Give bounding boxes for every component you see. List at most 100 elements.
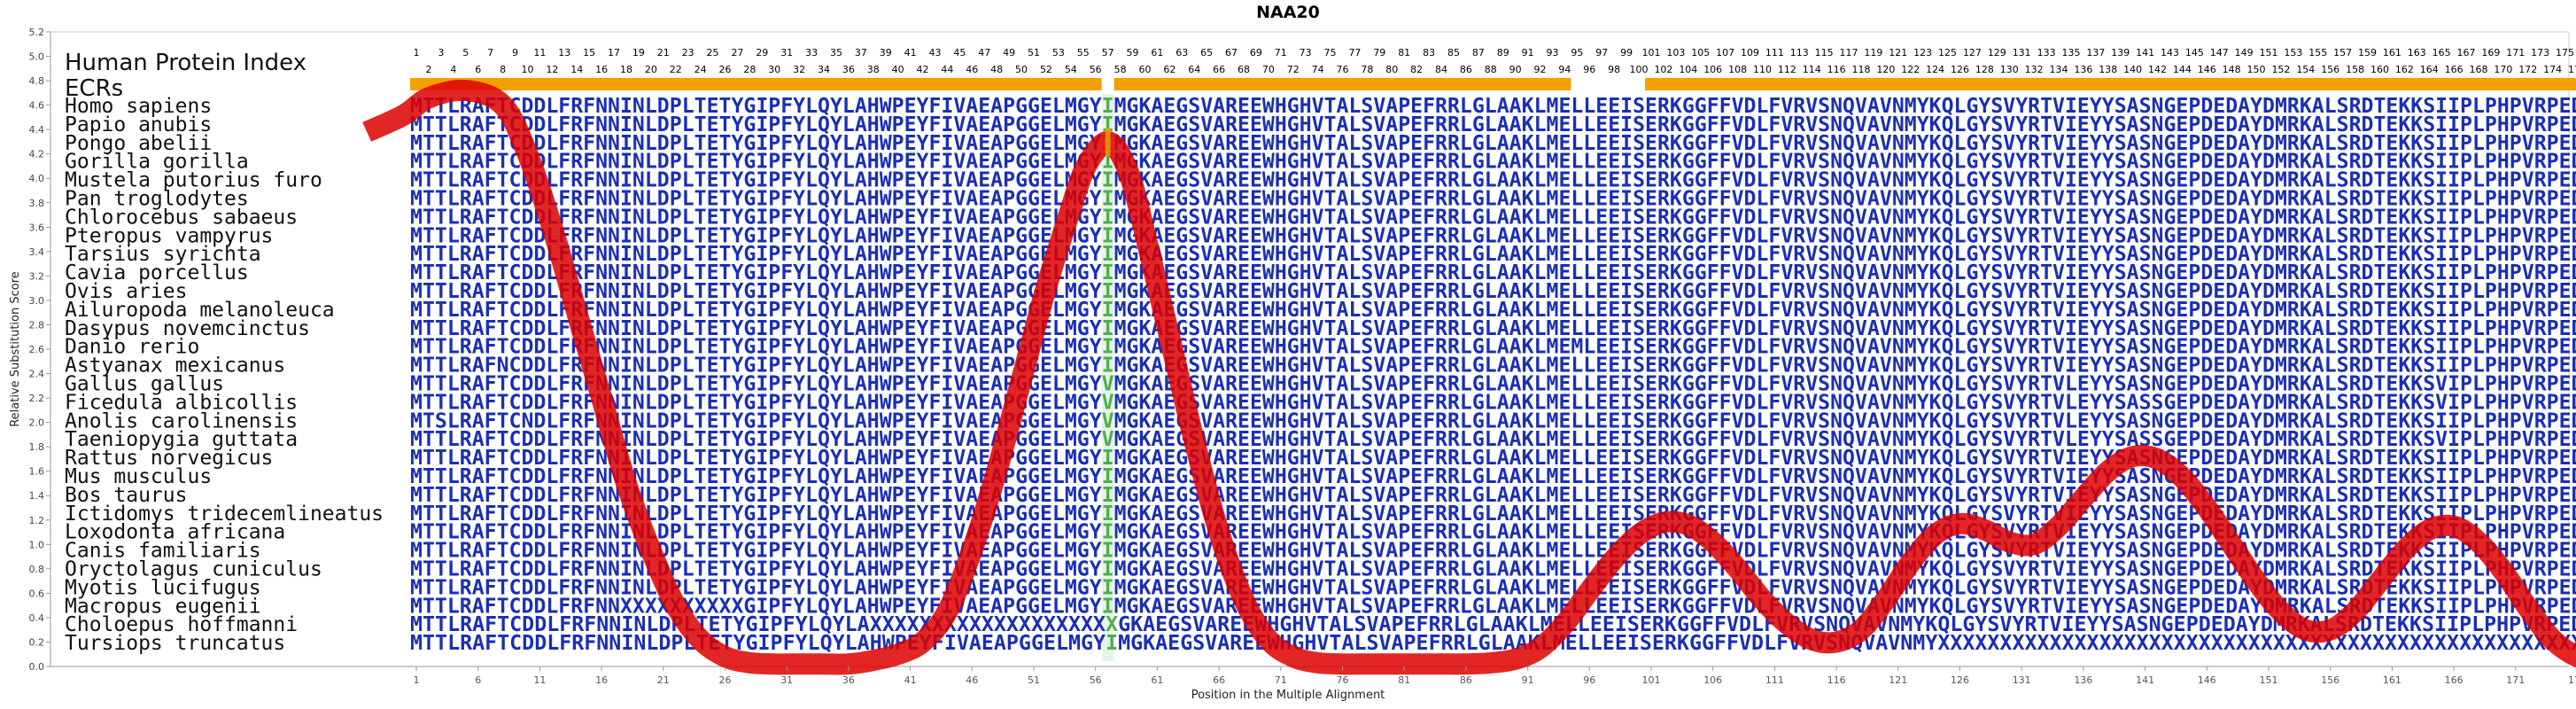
x-tick-label: 151: [2260, 674, 2278, 686]
protein-index-number: 109: [1741, 47, 1759, 58]
protein-index-number: 19: [632, 47, 645, 58]
y-tick-label: 0.6: [29, 588, 45, 599]
sequence-segment: MGKAEGSVAREEWHGHVTALSVAPEFRRLGLAAKLMELLE…: [1114, 243, 2576, 266]
protein-index-number: 85: [1447, 47, 1460, 58]
sequence-segment: MTTLRAFTCDDLFRFNNINLDPLTETYGIPFYLQYLAHWP…: [410, 95, 1102, 118]
protein-index-number: 86: [1460, 64, 1472, 75]
human-protein-index-label: Human Protein Index: [65, 50, 306, 76]
species-name: Pteropus vampyrus: [65, 224, 273, 247]
alignment-sequence: MTTLRAFTCDDLFRFNNINLDPLTETYGIPFYLQYLAHWP…: [410, 299, 2576, 322]
species-name: Ovis aries: [65, 280, 187, 303]
protein-index-number: 150: [2247, 64, 2266, 75]
x-tick-label: 26: [719, 674, 732, 686]
protein-index-number: 126: [1951, 64, 1969, 75]
protein-index-number: 98: [1608, 64, 1620, 75]
protein-index-number: 148: [2223, 64, 2241, 75]
protein-index-number: 66: [1213, 64, 1225, 75]
y-tick-label: 0.4: [29, 612, 45, 624]
x-tick-label: 51: [1028, 674, 1040, 686]
ecrs-label: ECRs: [65, 75, 123, 102]
sequence-segment: MTTLRAFTCDDLFRFNNXXXXXXXXXXGIPFYLQYLAHWP…: [410, 595, 1102, 618]
x-tick-label: 161: [2383, 674, 2401, 686]
protein-index-number: 41: [904, 47, 917, 58]
protein-index-number: 125: [1938, 47, 1957, 58]
protein-index-number: 36: [842, 64, 855, 75]
highlighted-residue: I: [1102, 280, 1114, 303]
x-tick-label: 141: [2136, 674, 2154, 686]
protein-index-number: 60: [1138, 64, 1151, 75]
protein-index-number: 1: [414, 47, 420, 58]
species-name: Tarsius syrichta: [65, 243, 261, 266]
protein-index-number: 15: [583, 47, 595, 58]
y-tick-label: 3.8: [29, 198, 45, 209]
protein-index-number: 107: [1716, 47, 1734, 58]
species-name: Dasypus novemcinctus: [65, 317, 310, 340]
sequence-segment: MGKAEGSVAREEWHGHVTALSVAPEFRRLGLAAKLMEMLE…: [1114, 336, 2576, 359]
x-tick-label: 56: [1090, 674, 1102, 686]
y-tick-label: 4.4: [29, 124, 45, 136]
protein-index-number: 64: [1188, 64, 1200, 75]
protein-index-number: 159: [2358, 47, 2377, 58]
protein-index-number: 158: [2346, 64, 2364, 75]
protein-index-number: 13: [558, 47, 570, 58]
protein-index-number: 74: [1312, 64, 1324, 75]
highlighted-residue: I: [1102, 261, 1114, 284]
protein-index-number: 42: [917, 64, 929, 75]
protein-index-number: 129: [1988, 47, 2006, 58]
species-name: Gorilla gorilla: [65, 151, 249, 174]
highlighted-residue: V: [1102, 409, 1114, 432]
species-name: Anolis carolinensis: [65, 409, 298, 432]
sequence-segment: MGKAEGSVAREEWHGHVTALSVAPEFRRLGLAAKLMELLE…: [1114, 447, 2576, 470]
protein-index-number: 43: [928, 47, 941, 58]
protein-index-number: 32: [793, 64, 805, 75]
protein-index-number: 16: [595, 64, 608, 75]
x-tick-label: 146: [2198, 674, 2216, 686]
protein-index-number: 104: [1679, 64, 1697, 75]
protein-index-number: 93: [1546, 47, 1558, 58]
sequence-segment: MGKAEGSVAREEWHGHVTALSVAPEFRRLGLAAKLMELLE…: [1114, 113, 2576, 136]
sequence-segment: MGKAEGSVAREEWHGHVTALSVAPEFRRLGLAAKLMELLE…: [1114, 428, 2576, 451]
alignment-sequence: MTTLRAFTCDDLFRFNNINLDPLTETYGIPFYLQYLAHWP…: [410, 95, 2576, 118]
protein-index-number: 67: [1225, 47, 1238, 58]
species-name: Mustela putorius furo: [65, 169, 322, 192]
protein-index-number: 90: [1509, 64, 1522, 75]
species-name: Danio rerio: [65, 336, 199, 359]
highlighted-residue: I: [1106, 632, 1118, 655]
alignment-sequence: MTTLRAFTCDDLFRFNNINLDPLTETYGIPFYLQYLAHWP…: [410, 317, 2576, 340]
species-name: Canis familiaris: [65, 540, 261, 563]
ecr-bars: [410, 78, 2576, 90]
protein-index-number: 164: [2420, 64, 2439, 75]
protein-index-number: 168: [2469, 64, 2487, 75]
protein-index-number: 139: [2111, 47, 2130, 58]
protein-index-number: 38: [867, 64, 880, 75]
species-name: Gallus gallus: [65, 373, 224, 396]
protein-index-number: 45: [953, 47, 966, 58]
highlighted-residue: I: [1102, 558, 1114, 581]
sequence-segment: MGKAEGSVAREEWHGHVTALSVAPEFRRLGLAAKLMELLE…: [1114, 132, 2576, 155]
protein-index-number: 142: [2148, 64, 2167, 75]
peak-marker: [1105, 127, 1111, 156]
protein-index-number: 136: [2074, 64, 2092, 75]
x-tick-label: 136: [2074, 674, 2092, 686]
sequence-segment: MGKAEGSVAREEWHGHVTALSVAPEFRRLGLAAKLMELLE…: [1114, 540, 2576, 563]
sequence-segment: MTTLRAFTCDDLFRFNNINLDPLTETYGIPFYLQYLAHWP…: [410, 299, 1102, 322]
alignment-sequence: MTTLRAFTCDDLFRFNNINLDPLTETYGIPFYLQYLAHWP…: [410, 336, 2576, 359]
alignment-sequence: MTTLRAFTCDDLFRFNNINLDPLTETYGIPFYLQYLAHWP…: [410, 428, 2576, 451]
sequence-segment: MTTLRAFTCDDLFRFNNINLDPLTETYGIPFYLQYLAHWP…: [410, 632, 1106, 655]
protein-index-number: 110: [1753, 64, 1772, 75]
protein-index-number: 111: [1765, 47, 1784, 58]
sequence-segment: MTTLRAFTCDDLFRFNNINLDPLTETYGIPFYLQYLAHWP…: [410, 317, 1102, 340]
protein-index-number: 24: [694, 64, 707, 75]
substitution-curve: [362, 79, 2576, 675]
x-tick-label: 16: [595, 674, 608, 686]
x-tick-label: 46: [966, 674, 978, 686]
highlighted-residue: V: [1102, 428, 1114, 451]
sequence-segment: MGKAEGSVAREEWHGHVTALSVAPEFRRLGLAAKLMELLE…: [1114, 373, 2576, 396]
protein-index-number: 26: [719, 64, 732, 75]
alignment-sequence: MTTLRAFTCDDLFRFNNXXXXXXXXXXGIPFYLQYLAHWP…: [410, 595, 2576, 618]
protein-index-number: 91: [1522, 47, 1534, 58]
y-tick-label: 2.8: [29, 319, 45, 331]
species-name: Chlorocebus sabaeus: [65, 206, 298, 229]
ecr-bar: [2163, 78, 2576, 90]
